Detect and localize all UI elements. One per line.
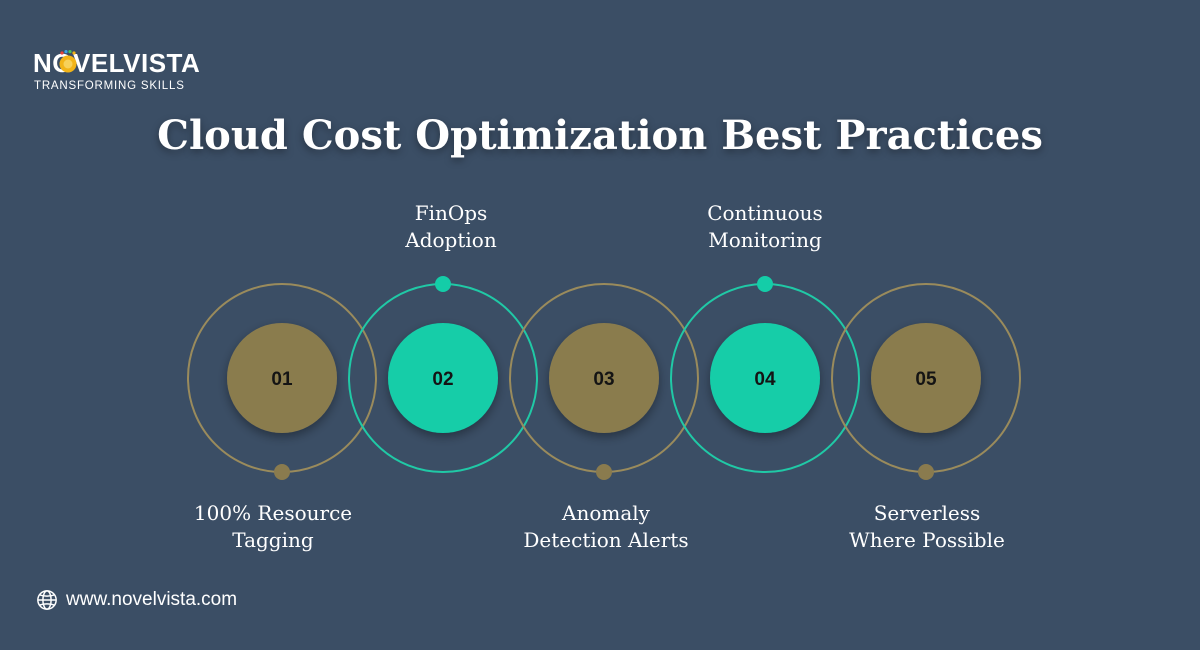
step-connector-dot-03 — [596, 464, 612, 480]
step-circle-01 — [227, 323, 337, 433]
step-number-02: 02 — [432, 369, 453, 390]
step-label-04-line2: Monitoring — [708, 228, 822, 252]
website-link[interactable]: www.novelvista.com — [66, 589, 238, 610]
step-number-04: 04 — [754, 369, 776, 390]
step-circle-02 — [388, 323, 498, 433]
step-label-02: FinOps Adoption — [341, 200, 561, 254]
step-label-05: Serverless Where Possible — [817, 500, 1037, 554]
footer: www.novelvista.com — [36, 588, 237, 612]
step-connector-dot-05 — [918, 464, 934, 480]
step-label-02-line1: FinOps — [414, 201, 488, 225]
brand-tagline: TRANSFORMING SKILLS — [34, 80, 185, 92]
step-connector-dot-02 — [435, 276, 451, 292]
step-label-03-line2: Detection Alerts — [523, 528, 689, 552]
brand-logo: NOVELVISTA TRANSFORMING SKILLS — [33, 46, 233, 96]
step-connector-dot-01 — [274, 464, 290, 480]
step-label-03: Anomaly Detection Alerts — [496, 500, 716, 554]
step-connector-dot-04 — [757, 276, 773, 292]
step-circle-05 — [871, 323, 981, 433]
step-label-03-line1: Anomaly — [562, 501, 650, 525]
page-title: Cloud Cost Optimization Best Practices — [157, 112, 1043, 159]
sun-icon — [59, 50, 77, 73]
step-label-01-line1: 100% Resource — [193, 501, 353, 525]
step-label-04: Continuous Monitoring — [655, 200, 875, 254]
step-circle-04 — [710, 323, 820, 433]
step-number-01: 01 — [271, 369, 293, 390]
step-number-03: 03 — [593, 369, 614, 390]
step-label-01: 100% Resource Tagging — [163, 500, 383, 554]
step-label-01-line2: Tagging — [232, 528, 314, 552]
step-circle-03 — [549, 323, 659, 433]
step-label-05-line2: Where Possible — [849, 528, 1005, 552]
step-label-05-line1: Serverless — [873, 501, 981, 525]
step-number-05: 05 — [915, 369, 937, 390]
step-label-04-line1: Continuous — [707, 201, 823, 225]
step-label-02-line2: Adoption — [405, 228, 497, 252]
globe-icon — [37, 590, 57, 610]
